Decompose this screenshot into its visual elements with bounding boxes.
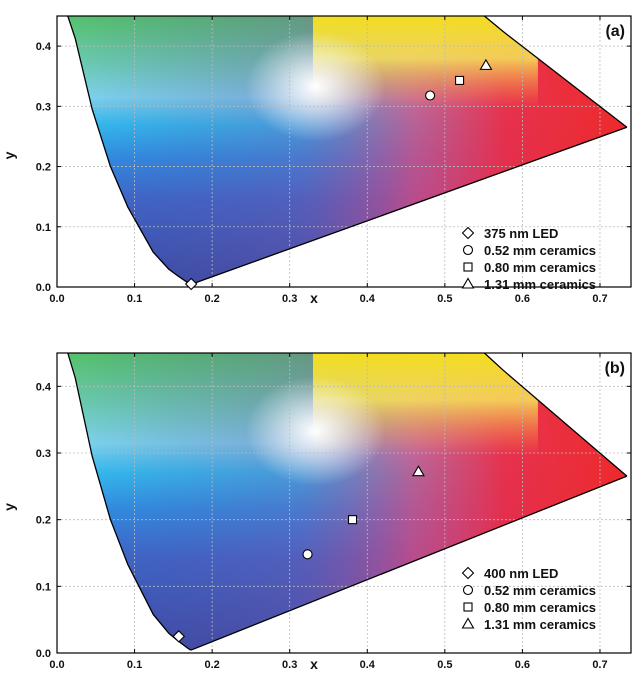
y-axis-label: y bbox=[1, 151, 17, 159]
x-tick-label: 0.5 bbox=[437, 293, 452, 305]
x-tick-label: 0.1 bbox=[127, 659, 142, 671]
y-tick-label: 0.4 bbox=[36, 381, 52, 393]
legend: 375 nm LED 0.52 mm ceramics 0.80 mm cerami… bbox=[461, 226, 596, 292]
legend-label: 0.52 mm ceramics bbox=[484, 243, 596, 258]
legend-marker-diamond bbox=[461, 566, 475, 580]
x-tick-label: 0.6 bbox=[515, 293, 530, 305]
chromaticity-gamut-fill bbox=[67, 16, 627, 285]
x-tick-label: 0.5 bbox=[437, 659, 452, 671]
legend-marker-square bbox=[463, 262, 473, 272]
x-tick-label: 0.7 bbox=[592, 659, 607, 671]
plot-frame bbox=[56, 15, 632, 288]
legend-marker-diamond bbox=[461, 226, 475, 240]
data-point-square bbox=[347, 515, 358, 525]
x-tick-label: 0.4 bbox=[360, 293, 376, 305]
x-tick-label: 0.4 bbox=[360, 659, 376, 671]
data-point-triangle bbox=[479, 58, 493, 70]
legend-label: 0.52 mm ceramics bbox=[484, 583, 596, 598]
y-tick-label: 0.3 bbox=[36, 448, 51, 460]
x-axis-label: x bbox=[310, 656, 318, 672]
panel-label: (b) bbox=[605, 360, 625, 377]
legend-marker-square bbox=[463, 602, 473, 612]
spectral-locus-right bbox=[483, 15, 628, 128]
x-tick-label: 0.0 bbox=[49, 659, 64, 671]
x-tick-label: 0.2 bbox=[204, 293, 219, 305]
y-tick-label: 0.2 bbox=[36, 515, 51, 527]
legend-marker-triangle bbox=[461, 617, 475, 629]
data-point-diamond bbox=[172, 630, 186, 643]
data-point-square bbox=[455, 75, 465, 85]
legend: 400 nm LED 0.52 mm ceramics 0.80 mm cerami… bbox=[461, 566, 596, 632]
data-point-triangle bbox=[412, 465, 425, 477]
legend-marker-triangle bbox=[461, 277, 475, 289]
x-tick-label: 0.7 bbox=[592, 293, 607, 305]
data-point-circle bbox=[302, 549, 313, 560]
legend-label: 375 nm LED bbox=[484, 226, 558, 241]
legend-label: 1.31 mm ceramics bbox=[484, 617, 596, 632]
legend-label: 1.31 mm ceramics bbox=[484, 277, 596, 292]
grid-lines bbox=[57, 16, 631, 287]
line-of-purples bbox=[191, 475, 628, 651]
y-tick-label: 0.2 bbox=[36, 162, 51, 174]
legend-label: 0.80 mm ceramics bbox=[484, 260, 596, 275]
data-point-circle bbox=[425, 90, 436, 101]
x-tick-label: 0.0 bbox=[49, 293, 64, 305]
legend-label: 0.80 mm ceramics bbox=[484, 600, 596, 615]
grid-lines bbox=[57, 353, 631, 653]
legend-marker-circle bbox=[462, 244, 474, 256]
y-axis-label: y bbox=[1, 503, 17, 511]
y-tick-label: 0.0 bbox=[36, 282, 51, 294]
legend-label: 400 nm LED bbox=[484, 566, 558, 581]
spectral-locus-right bbox=[483, 352, 628, 477]
legend-marker-circle bbox=[462, 584, 474, 596]
x-axis-label: x bbox=[310, 290, 318, 306]
chart-panel-a: 0.0 0.1 0.2 0.3 0.4 0.5 0.6 0.7 0.0 0.1 0.2 0.3 0.4 x… bbox=[1, 15, 632, 306]
y-tick-label: 0.3 bbox=[36, 101, 51, 113]
line-of-purples bbox=[191, 126, 628, 285]
x-tick-label: 0.2 bbox=[204, 659, 219, 671]
y-tick-label: 0.0 bbox=[36, 648, 51, 660]
plot-frame bbox=[56, 352, 632, 654]
y-tick-label: 0.1 bbox=[36, 581, 51, 593]
x-tick-label: 0.1 bbox=[127, 293, 142, 305]
y-tick-label: 0.1 bbox=[36, 222, 51, 234]
panel-label: (a) bbox=[605, 23, 625, 40]
chart-panel-b: 0.0 0.1 0.2 0.3 0.4 0.5 0.6 0.7 0.0 0.1 0.2 0.3 0.4 x… bbox=[1, 352, 632, 672]
x-tick-label: 0.3 bbox=[282, 293, 297, 305]
x-tick-label: 0.6 bbox=[515, 659, 530, 671]
y-tick-label: 0.4 bbox=[36, 41, 52, 53]
x-tick-label: 0.3 bbox=[282, 659, 297, 671]
data-point-diamond bbox=[184, 277, 198, 291]
